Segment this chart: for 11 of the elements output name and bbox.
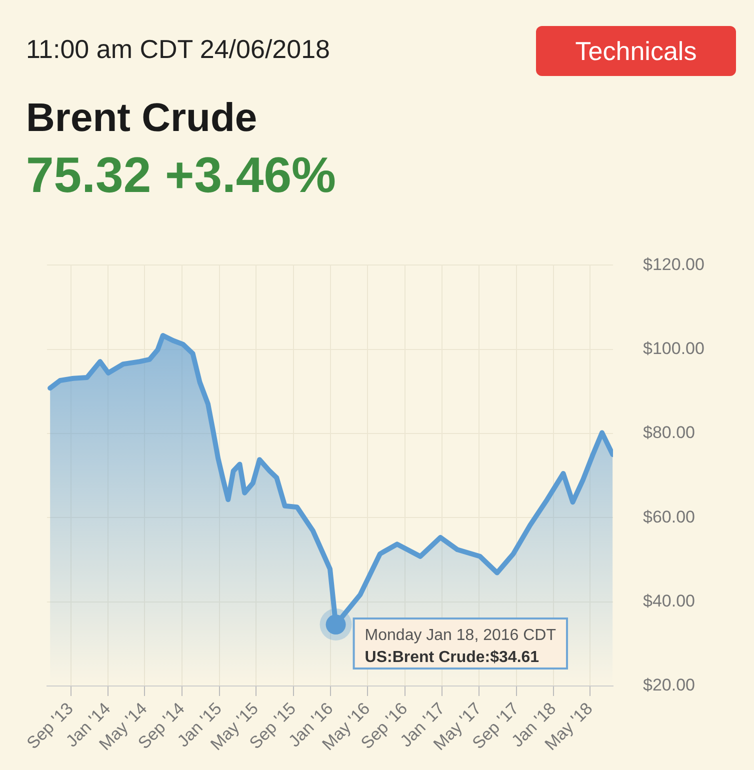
annotation: Monday Jan 18, 2016 CDT US:Brent Crude:$34.61 xyxy=(364,626,556,666)
chart-subtitle: 11:00 am CDT 24/06/2018 xyxy=(26,34,330,65)
y-tick-label: $40.00 xyxy=(643,592,695,611)
y-tick-label: $120.00 xyxy=(643,254,704,274)
text: 75.32 +3.46% xyxy=(26,146,336,204)
y-tick-label: $20.00 xyxy=(643,676,695,695)
chart-title: Brent Crude xyxy=(26,96,258,141)
text: Technicals xyxy=(536,26,736,76)
y-tick-label: $80.00 xyxy=(643,423,695,442)
y-tick-label: $100.00 xyxy=(643,339,704,358)
y-tick-label: $60.00 xyxy=(643,507,695,526)
